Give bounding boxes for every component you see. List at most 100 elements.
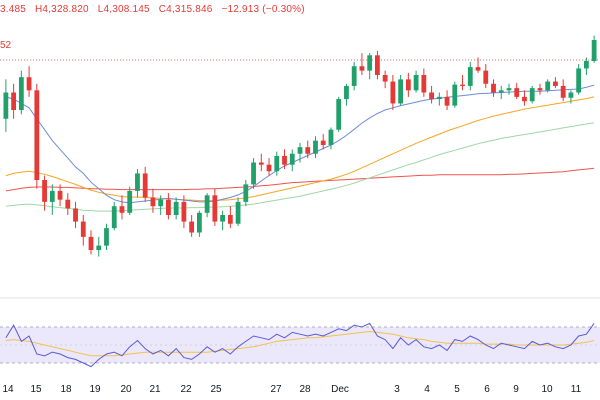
candle-body <box>444 96 450 106</box>
candle <box>351 61 357 91</box>
candle-layer <box>3 35 597 257</box>
candle <box>320 134 326 150</box>
candle <box>104 223 109 250</box>
candle <box>266 158 272 176</box>
x-tick-label: 6 <box>484 384 490 395</box>
x-tick-label: 18 <box>60 384 72 395</box>
candle-body <box>173 201 179 215</box>
candle-body <box>398 79 404 104</box>
candle <box>421 68 427 97</box>
candle-body <box>576 68 582 93</box>
candle <box>560 79 566 102</box>
candle <box>251 158 256 189</box>
x-tick-label: 11 <box>571 384 582 395</box>
x-tick-label: Dec <box>331 384 349 395</box>
candle <box>127 186 133 215</box>
candle <box>3 79 9 132</box>
candle-body <box>375 55 380 75</box>
candle-body <box>460 84 465 86</box>
candle-body <box>344 85 349 100</box>
candle <box>568 90 574 104</box>
candle <box>243 180 249 207</box>
candle <box>42 175 47 211</box>
candle <box>460 75 465 91</box>
candle <box>150 188 156 213</box>
ohlc-low: L4,308.145 <box>97 4 150 15</box>
candle-body <box>65 199 71 209</box>
candle <box>576 64 582 95</box>
candle-body <box>591 40 597 61</box>
candle-body <box>166 199 171 215</box>
candle <box>158 195 164 215</box>
x-tick-label: 3 <box>394 384 400 395</box>
candle-body <box>328 129 334 145</box>
ohlc-high: H4,328.820 <box>35 4 89 15</box>
ohlc-legend: 3.485 H4,328.820 L4,308.145 C4,315.846 −… <box>0 4 311 15</box>
x-axis: 14 15 18 19 20 21 22 25 27 28 Dec 3 4 5 6 9 10 11 <box>2 384 581 395</box>
candle <box>111 201 117 231</box>
x-tick-label: 22 <box>180 384 192 395</box>
x-tick-label: 21 <box>149 384 161 395</box>
candle <box>444 90 450 110</box>
x-tick-label: 20 <box>120 384 132 395</box>
candle-body <box>545 81 551 91</box>
candle <box>537 83 543 95</box>
candle <box>591 35 597 63</box>
candle <box>142 166 148 202</box>
candle-body <box>26 77 32 91</box>
candle <box>57 184 63 207</box>
candle <box>65 193 71 215</box>
candle <box>196 210 202 237</box>
candle-body <box>251 162 256 185</box>
candle-body <box>3 92 9 119</box>
candle <box>382 70 388 89</box>
candle-body <box>34 90 40 180</box>
candle <box>405 72 411 97</box>
candle-body <box>220 215 225 222</box>
candle <box>297 142 303 163</box>
candle <box>274 151 280 176</box>
candle-body <box>413 75 419 91</box>
candle <box>282 149 287 170</box>
candle-body <box>235 201 241 224</box>
candle <box>220 210 225 231</box>
candle-body <box>258 162 264 165</box>
candle-body <box>522 96 527 102</box>
candle-body <box>405 79 411 91</box>
candle <box>135 169 140 198</box>
candle <box>26 66 32 97</box>
ohlc-change: −12.913 (−0.30%) <box>221 4 305 15</box>
candle <box>73 201 78 229</box>
x-tick-label: 4 <box>424 384 430 395</box>
candle <box>212 188 218 226</box>
candle <box>475 57 481 73</box>
candle <box>80 215 86 246</box>
candle-body <box>382 75 388 82</box>
candle-body <box>498 90 504 93</box>
candle-body <box>491 83 496 93</box>
candle <box>258 153 264 172</box>
candle-body <box>189 221 195 233</box>
candle <box>522 90 527 106</box>
candle <box>429 85 434 104</box>
candle-body <box>49 190 55 202</box>
candle-body <box>57 190 63 200</box>
x-tick-label: 5 <box>454 384 460 395</box>
price-line-label: 52 <box>0 40 12 51</box>
candle <box>11 83 17 119</box>
candle <box>336 96 342 132</box>
x-tick-label: 28 <box>299 384 311 395</box>
ohlc-open: 3.485 <box>0 4 27 15</box>
candle-body <box>297 147 303 154</box>
candle <box>483 64 489 89</box>
grid-layer <box>0 59 600 299</box>
rsi-panel <box>0 322 600 368</box>
candle-body <box>351 66 357 86</box>
candle <box>119 195 125 220</box>
ohlc-close: C4,315.846 <box>158 4 213 15</box>
candle-body <box>553 81 558 86</box>
candle <box>166 193 171 220</box>
candle-body <box>506 88 512 91</box>
